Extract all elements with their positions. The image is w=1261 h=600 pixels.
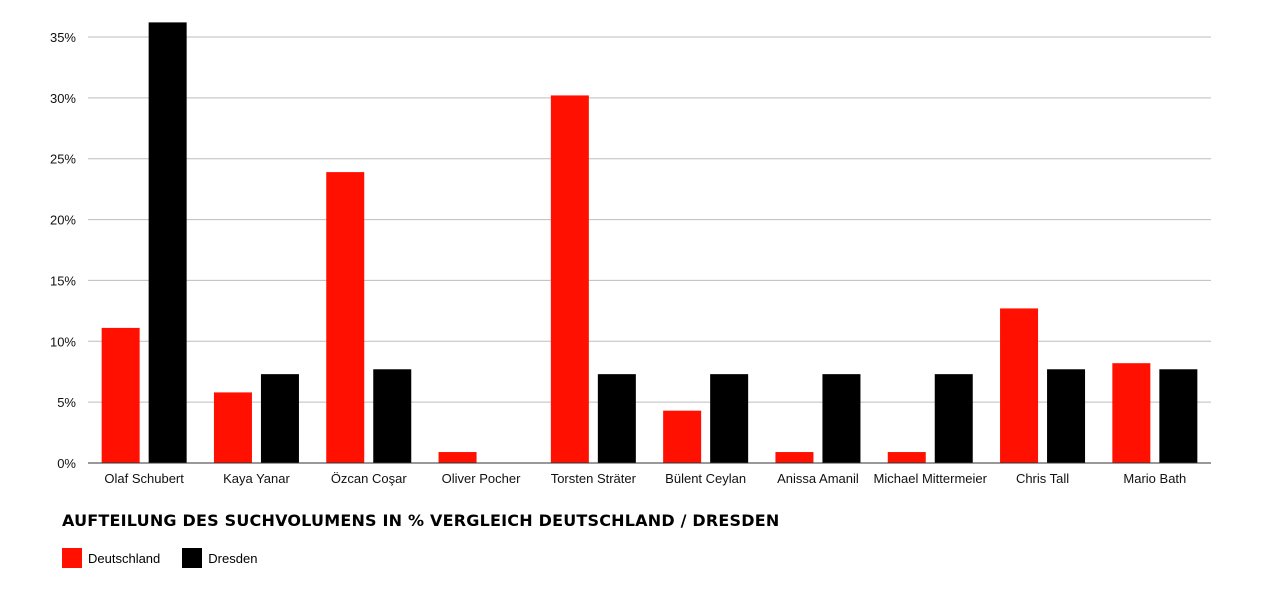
bar-dresden — [148, 22, 187, 463]
y-tick-label: 0% — [57, 456, 76, 471]
bar-dresden — [373, 369, 412, 463]
x-axis-labels: Olaf Schubert Kaya Yanar Özcan Coşar Oliver… — [104, 471, 1186, 486]
y-tick-label: 10% — [50, 334, 76, 349]
x-category-label: Bülent Ceylan — [665, 471, 746, 486]
y-tick-label: 35% — [50, 30, 76, 45]
legend: Deutschland Dresden — [62, 548, 279, 568]
chart-title: AUFTEILUNG DES SUCHVOLUMENS IN % VERGLEI… — [62, 511, 780, 530]
bars — [101, 22, 1198, 464]
grid-lines — [88, 36, 1211, 403]
y-tick-label: 15% — [50, 273, 76, 288]
x-category-label: Chris Tall — [1016, 471, 1069, 486]
legend-item-dresden: Dresden — [182, 548, 257, 568]
bar-deutschland — [213, 392, 252, 463]
x-category-label: Kaya Yanar — [223, 471, 290, 486]
bar-dresden — [597, 374, 636, 463]
legend-label-deutschland: Deutschland — [88, 550, 161, 566]
bar-deutschland — [438, 452, 477, 463]
bar-deutschland — [887, 452, 926, 463]
y-tick-label: 25% — [50, 152, 76, 167]
y-tick-label: 20% — [50, 213, 76, 228]
bar-dresden — [822, 374, 861, 463]
y-tick-label: 30% — [50, 91, 76, 106]
x-category-label: Torsten Sträter — [551, 471, 637, 486]
bar-dresden — [260, 374, 299, 463]
x-category-label: Olaf Schubert — [104, 471, 184, 486]
bar-dresden — [1159, 369, 1198, 463]
bar-deutschland — [663, 410, 702, 463]
legend-swatch-dresden — [182, 548, 203, 568]
bar-deutschland — [1112, 363, 1151, 463]
x-category-label: Michael Mittermeier — [874, 471, 988, 486]
bar-deutschland — [101, 327, 140, 463]
legend-item-deutschland: Deutschland — [62, 548, 160, 568]
x-category-label: Anissa Amanil — [777, 471, 859, 486]
bar-dresden — [1047, 369, 1086, 463]
legend-label-dresden: Dresden — [208, 550, 258, 566]
bar-deutschland — [1000, 308, 1039, 463]
bar-deutschland — [326, 172, 365, 464]
bar-dresden — [710, 374, 749, 463]
x-category-label: Özcan Coşar — [331, 471, 408, 486]
y-tick-label: 5% — [57, 395, 76, 410]
legend-swatch-deutschland — [62, 548, 82, 568]
bar-chart: 0% 5% 10% 15% 20% 25% 30% 35% Olaf Schubert Kaya… — [50, 22, 1211, 486]
bar-dresden — [934, 374, 973, 463]
x-category-label: Oliver Pocher — [442, 471, 521, 486]
y-axis-ticks: 0% 5% 10% 15% 20% 25% 30% 35% — [50, 30, 76, 471]
bar-deutschland — [775, 452, 814, 463]
x-category-label: Mario Bath — [1123, 471, 1186, 486]
bar-deutschland — [550, 95, 589, 464]
